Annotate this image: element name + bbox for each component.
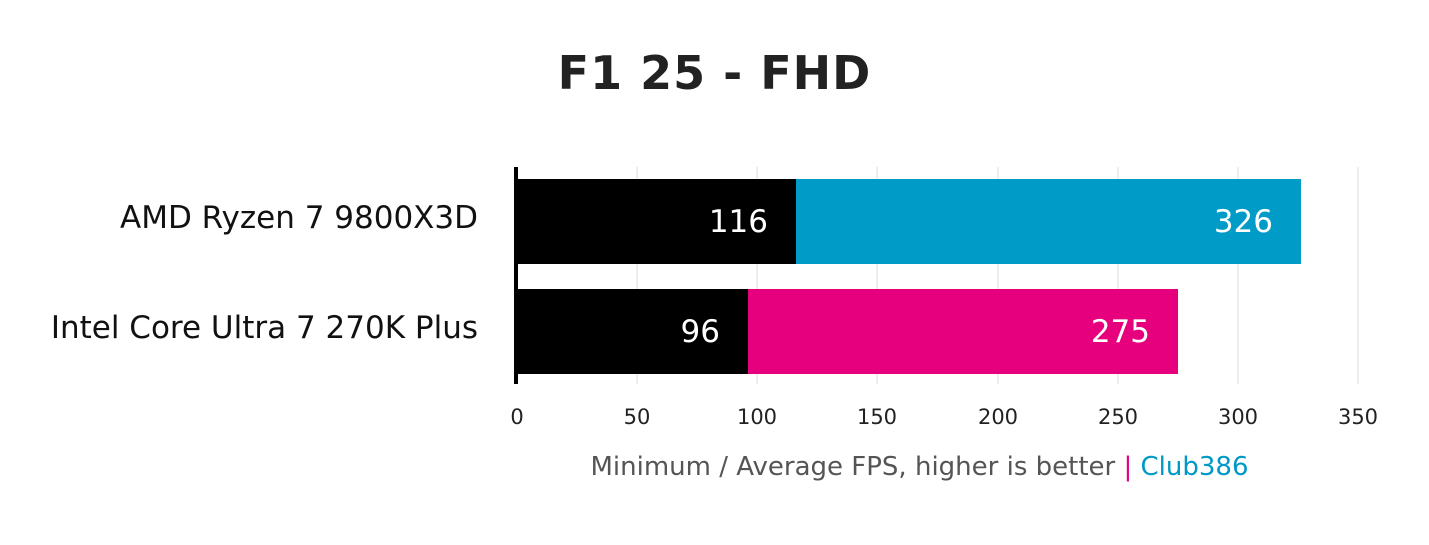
x-tick: 50	[623, 405, 651, 429]
x-axis-caption: Minimum / Average FPS, higher is better …	[0, 452, 1429, 482]
value-label-amd-minimum: 116	[708, 203, 768, 240]
value-label-intel-average: 275	[1090, 313, 1150, 350]
gridline	[1237, 167, 1239, 384]
x-tick: 150	[856, 405, 898, 429]
value-label-amd-average: 326	[1213, 203, 1273, 240]
gridline	[997, 167, 999, 384]
category-label-intel: Intel Core Ultra 7 270K Plus	[50, 310, 478, 346]
value-label-intel-minimum: 96	[680, 313, 720, 350]
bar-amd-minimum: 116	[517, 179, 796, 264]
category-label-amd: AMD Ryzen 7 9800X3D	[119, 200, 478, 236]
gridline	[876, 167, 878, 384]
gridline	[1117, 167, 1119, 384]
bar-intel-minimum: 96	[517, 289, 748, 374]
gridline	[756, 167, 758, 384]
x-tick: 200	[977, 405, 1019, 429]
y-axis-line	[514, 167, 518, 384]
separator: |	[1123, 452, 1133, 482]
plot-area: 326 116 275 96	[514, 167, 1359, 384]
gridline	[636, 167, 638, 384]
x-tick: 100	[736, 405, 778, 429]
gridline	[1357, 167, 1359, 384]
chart-title: F1 25 - FHD	[557, 46, 872, 100]
x-tick: 350	[1337, 405, 1379, 429]
x-tick: 300	[1217, 405, 1259, 429]
x-tick: 0	[510, 405, 524, 429]
axis-title: Minimum / Average FPS, higher is better	[590, 452, 1116, 482]
source-brand: Club386	[1140, 452, 1249, 482]
x-tick: 250	[1097, 405, 1139, 429]
